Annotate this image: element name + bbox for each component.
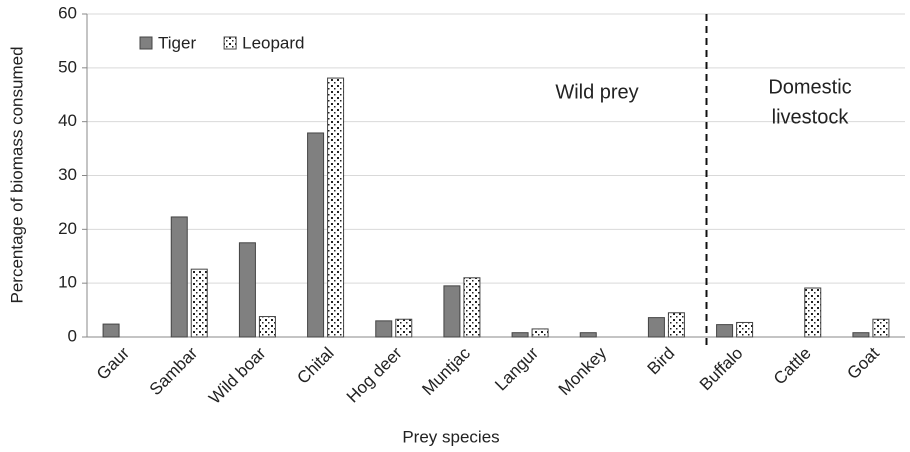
bar (102, 323, 120, 338)
x-tick-label: Buffalo (696, 344, 747, 395)
x-tick-label: Hog deer (343, 343, 406, 406)
annotation: livestock (772, 106, 850, 128)
x-axis-title: Prey species (402, 427, 499, 446)
y-tick-label: 40 (58, 111, 77, 130)
x-tick-label: Monkey (555, 343, 611, 399)
x-tick-label: Muntjac (418, 343, 474, 399)
x-tick-label: Bird (644, 344, 679, 379)
legend-swatch (139, 36, 153, 50)
bar (531, 328, 549, 338)
y-tick-label: 20 (58, 219, 77, 238)
bar (190, 268, 208, 338)
bar (667, 312, 685, 338)
bar (736, 321, 754, 338)
y-axis-title: Percentage of biomass consumed (7, 46, 26, 303)
y-tick-label: 60 (58, 3, 77, 22)
bar (647, 317, 665, 338)
bar (716, 324, 734, 338)
bar (258, 316, 276, 338)
legend-label: Tiger (158, 33, 196, 52)
annotation: Wild prey (555, 81, 638, 103)
bar (375, 320, 393, 338)
x-tick-label: Cattle (770, 344, 815, 389)
bar (238, 242, 256, 338)
bar (511, 332, 529, 338)
legend-label: Leopard (242, 33, 304, 52)
bar (463, 277, 481, 338)
bar (395, 318, 413, 338)
x-tick-label: Goat (843, 343, 883, 383)
bar (852, 332, 870, 338)
y-tick-label: 10 (58, 273, 77, 292)
bar (307, 132, 325, 338)
annotation: Domestic (768, 76, 851, 98)
x-tick-label: Sambar (146, 343, 202, 399)
bar (327, 77, 345, 338)
bar (170, 216, 188, 338)
bar (804, 287, 822, 338)
y-tick-label: 30 (58, 165, 77, 184)
x-tick-label: Gaur (93, 343, 133, 383)
x-tick-label: Chital (293, 344, 337, 388)
x-tick-label: Wild boar (205, 343, 269, 407)
bar (443, 285, 461, 338)
bar (872, 318, 890, 338)
y-tick-label: 50 (58, 57, 77, 76)
x-tick-label: Langur (491, 343, 542, 394)
legend-swatch (223, 36, 237, 50)
y-tick-label: 0 (68, 326, 77, 345)
bar (579, 332, 597, 338)
